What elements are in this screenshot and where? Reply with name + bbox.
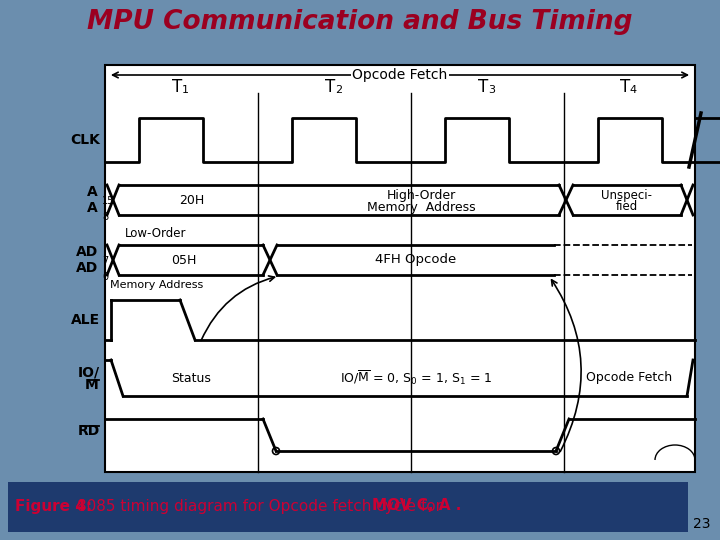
Text: IO/: IO/ [78,366,100,380]
Text: 3: 3 [488,85,495,95]
Text: Opcode Fetch: Opcode Fetch [352,68,448,82]
Text: Memory Address: Memory Address [110,280,203,290]
Text: RD: RD [78,424,100,438]
Text: M: M [85,378,99,392]
Text: 8085 timing diagram for Opcode fetch cycle for: 8085 timing diagram for Opcode fetch cyc… [77,498,447,514]
Text: AD: AD [76,245,98,259]
Text: High-Order: High-Order [387,188,456,201]
Text: A: A [87,201,98,215]
Text: T: T [325,78,336,96]
Text: T: T [478,78,489,96]
Text: MOV C, A .: MOV C, A . [372,498,462,514]
Text: AD: AD [76,261,98,275]
Text: T: T [172,78,183,96]
Text: Status: Status [171,372,212,384]
Text: 2: 2 [335,85,342,95]
Text: Low-Order: Low-Order [125,227,186,240]
Bar [105,65,695,472]
Text: MPU Communication and Bus Timing: MPU Communication and Bus Timing [87,9,633,35]
Text: Unspeci-: Unspeci- [601,188,652,201]
Text: 7: 7 [102,256,108,266]
Text: CLK: CLK [70,133,100,147]
Text: 4FH Opcode: 4FH Opcode [375,253,456,267]
Text: 23: 23 [693,517,710,531]
Text: fied: fied [616,200,638,213]
Text: ALE: ALE [71,313,100,327]
Text: Memory  Address: Memory Address [366,200,475,213]
Text: 20H: 20H [179,193,204,206]
Text: T: T [621,78,631,96]
Text: 05H: 05H [171,253,197,267]
Text: A: A [87,185,98,199]
Text: 15: 15 [102,196,114,206]
Text: Opcode Fetch: Opcode Fetch [586,372,672,384]
Text: 4: 4 [630,85,637,95]
Text: 0: 0 [102,272,108,282]
Text: IO/$\overline{\rm M}$ = 0, S$_0$ = 1, S$_1$ = 1: IO/$\overline{\rm M}$ = 0, S$_0$ = 1, S$… [340,369,492,387]
Bar [8,482,688,532]
Text: 1: 1 [182,85,189,95]
Text: Figure 4:: Figure 4: [15,498,97,514]
Text: 8: 8 [102,212,108,222]
